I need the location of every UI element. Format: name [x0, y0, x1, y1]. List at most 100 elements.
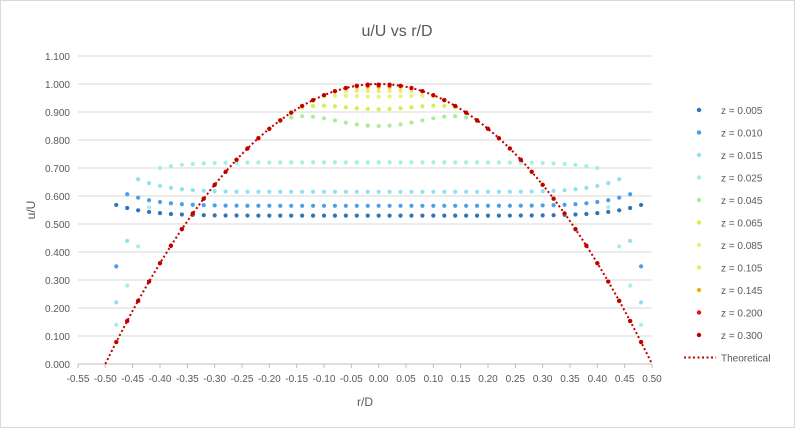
data-point [442, 103, 447, 109]
legend-marker [696, 242, 702, 248]
data-point [442, 160, 447, 165]
data-point [354, 160, 359, 165]
data-point [409, 93, 414, 98]
data-point [146, 181, 152, 186]
data-point [234, 213, 239, 218]
data-point [431, 103, 436, 108]
data-point [387, 160, 392, 165]
x-tick-label: -0.15 [285, 374, 308, 385]
x-tick-label: 0.30 [533, 374, 553, 385]
legend-label: z = 0.300 [721, 331, 763, 342]
data-point [354, 122, 359, 127]
data-point [431, 116, 436, 121]
data-point [267, 213, 272, 218]
data-point [256, 160, 261, 165]
data-point [638, 322, 644, 327]
data-point [278, 160, 283, 165]
x-tick-label: 0.40 [588, 374, 608, 385]
data-point [267, 203, 272, 208]
data-point [256, 203, 261, 208]
data-point [562, 202, 567, 207]
data-point [398, 106, 403, 111]
x-tick-label: -0.20 [258, 374, 281, 385]
data-point [321, 103, 327, 108]
x-tick-label: -0.05 [340, 374, 363, 385]
data-point [420, 213, 425, 218]
legend-marker [696, 220, 702, 225]
data-point [387, 94, 392, 99]
data-point [300, 160, 305, 165]
data-point [398, 160, 403, 165]
series-0.045 [114, 114, 644, 345]
data-point [365, 82, 370, 87]
data-point [474, 203, 480, 208]
x-tick-label: 0.25 [506, 374, 526, 385]
data-point [343, 93, 348, 98]
data-point [376, 94, 381, 99]
legend-label: z = 0.200 [721, 309, 763, 320]
data-point [617, 177, 622, 182]
data-point [332, 203, 338, 208]
data-point [376, 160, 381, 165]
data-point [595, 165, 600, 171]
x-tick-labels: -0.55 -0.50 -0.45 -0.40 -0.35 -0.30 -0.25 -0.20… [67, 374, 663, 385]
data-point [606, 198, 611, 203]
data-point [628, 205, 633, 211]
data-point [289, 203, 294, 208]
data-point [157, 165, 163, 171]
data-point [529, 189, 534, 194]
x-axis-label: r/D [357, 395, 373, 409]
data-point [628, 192, 633, 197]
data-point [201, 213, 206, 218]
data-point [168, 211, 174, 217]
data-point [573, 187, 578, 192]
y-tick-label: 0.800 [45, 136, 70, 147]
theoretical-line [104, 82, 653, 365]
data-point [168, 164, 174, 169]
data-point [310, 213, 316, 218]
data-point [289, 160, 294, 165]
data-point [114, 264, 119, 269]
data-point [398, 203, 403, 208]
data-point [201, 188, 206, 193]
y-axis-label: u/U [24, 201, 38, 220]
data-point [201, 203, 206, 208]
y-tick-label: 0.600 [45, 192, 70, 203]
data-point [300, 114, 305, 119]
data-point [376, 213, 381, 218]
legend-label: z = 0.085 [721, 241, 763, 252]
data-point [245, 189, 250, 194]
data-point [595, 183, 600, 189]
data-point [212, 160, 217, 166]
data-point [146, 209, 152, 215]
data-point [398, 189, 403, 194]
data-point [628, 283, 633, 288]
y-tick-label: 0.900 [45, 108, 70, 119]
legend-label: z = 0.065 [721, 219, 763, 230]
series-0.010 [114, 192, 644, 269]
data-point [540, 160, 545, 166]
data-point [464, 160, 469, 165]
data-point [310, 203, 316, 208]
legend-marker [696, 175, 702, 180]
data-point [409, 105, 414, 110]
y-tick-label: 0.700 [45, 164, 70, 175]
data-point [584, 164, 589, 169]
y-tick-label: 1.000 [45, 80, 70, 91]
data-point [125, 205, 130, 211]
y-tick-label: 0.500 [45, 220, 70, 231]
data-point [529, 213, 534, 218]
x-tick-label: 0.05 [396, 374, 416, 385]
data-point [398, 213, 403, 218]
data-point [365, 189, 370, 194]
data-point [190, 188, 195, 193]
legend-marker [696, 107, 702, 113]
data-point [125, 238, 130, 243]
data-point [179, 202, 184, 207]
data-point [540, 189, 545, 194]
data-point [234, 203, 239, 208]
legend-marker [696, 287, 702, 293]
data-point [387, 189, 392, 194]
y-tick-label: 0.000 [45, 360, 70, 371]
